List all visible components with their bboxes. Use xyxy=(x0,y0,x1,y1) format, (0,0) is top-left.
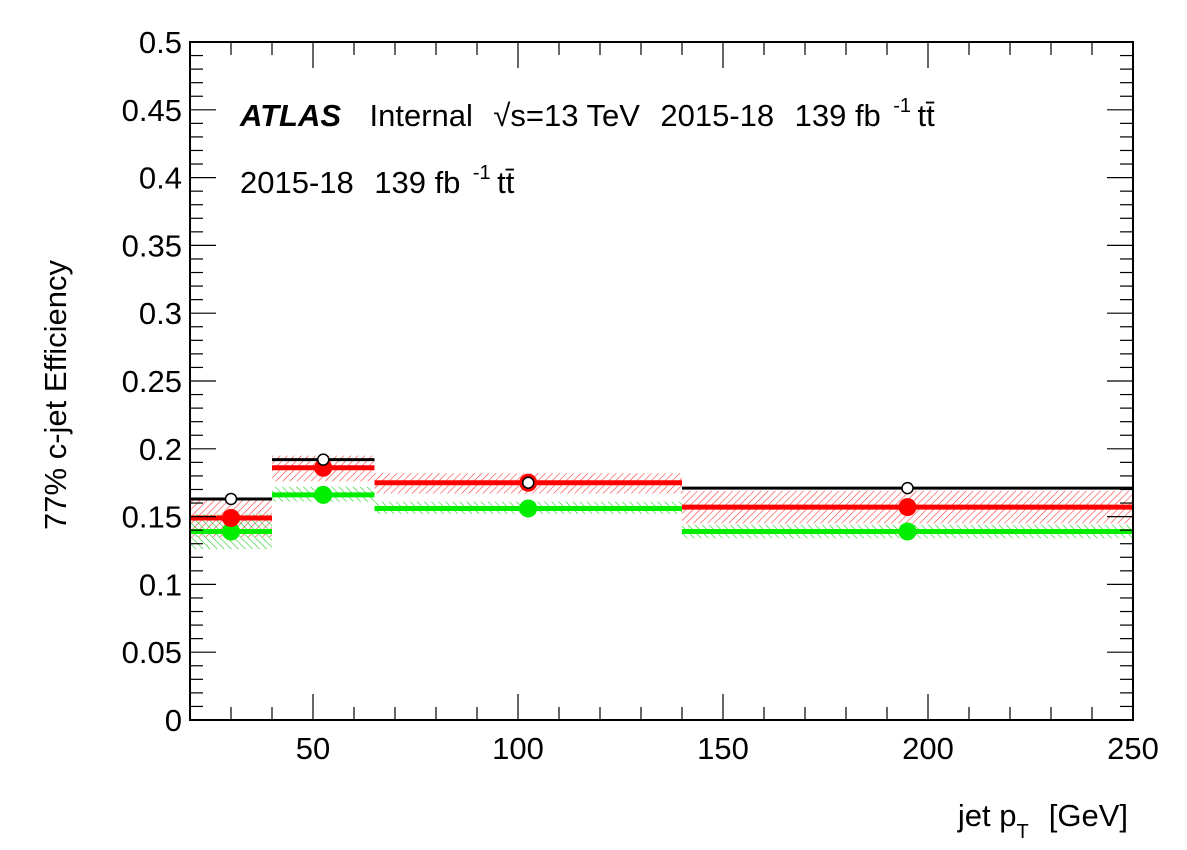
lumi-label-2: 139 fb xyxy=(374,165,460,200)
marker-s1-b3 xyxy=(898,498,917,517)
y-tick-label: 0.3 xyxy=(139,296,182,331)
y-tick-label: 0.5 xyxy=(139,25,182,60)
y-tick-label: 0.15 xyxy=(122,500,182,535)
atlas-status: Internal xyxy=(369,98,472,133)
x-tick-label: 200 xyxy=(902,731,954,766)
atlas-logo-text: ATLAS xyxy=(239,98,341,133)
y-tick-label: 0 xyxy=(165,703,182,738)
marker-open-b3 xyxy=(901,481,914,495)
x-tick-label: 100 xyxy=(492,731,544,766)
process-label: tt̄ xyxy=(918,98,936,133)
y-tick-label: 0.45 xyxy=(122,93,182,128)
marker-open-b1 xyxy=(317,453,330,466)
x-axis-title: jet pT [GeV] xyxy=(957,798,1128,843)
marker-s2-b1 xyxy=(314,485,333,504)
y-tick-label: 0.2 xyxy=(139,432,182,467)
y-tick-label: 0.1 xyxy=(139,567,182,602)
marker-s1-b0 xyxy=(222,508,240,527)
marker-s2-b0 xyxy=(222,522,240,541)
lumi-exponent: -1 xyxy=(893,95,911,117)
x-tick-label: 250 xyxy=(1107,731,1159,766)
marker-s2-b3 xyxy=(898,522,917,541)
y-axis-title: 77% c-jet Efficiency xyxy=(38,260,73,530)
y-tick-labels: 0 0.05 0.1 0.15 0.2 0.25 0.3 0.35 0.4 0.45 0.5 xyxy=(122,25,182,738)
y-tick-label: 0.35 xyxy=(122,228,182,263)
marker-open-b0 xyxy=(224,492,238,506)
x-tick-labels: 50 100 150 200 250 xyxy=(296,731,1159,766)
x-axis-title-unit: [GeV] xyxy=(1049,798,1128,833)
energy-sqrt-label: √s xyxy=(493,98,526,133)
process-label-2: tt̄ xyxy=(497,165,515,200)
energy-label: =13 TeV xyxy=(526,98,640,133)
period-label: 2015-18 xyxy=(660,98,774,133)
y-tick-label: 0.05 xyxy=(122,635,182,670)
lumi-exponent-2: -1 xyxy=(473,162,491,184)
marker-open-b2 xyxy=(522,476,535,489)
data-markers xyxy=(222,453,917,541)
y-tick-label: 0.25 xyxy=(122,364,182,399)
x-tick-label: 150 xyxy=(697,731,749,766)
y-tick-label: 0.4 xyxy=(139,161,182,196)
x-axis-title-sub: T xyxy=(1017,821,1029,843)
x-tick-label: 50 xyxy=(296,731,330,766)
axis-ticks xyxy=(189,41,1134,721)
x-axis-title-main: jet p xyxy=(957,798,1017,833)
atlas-label-line: ATLAS Internal √s=13 TeV 2015-18 139 fb … xyxy=(239,95,935,133)
marker-s2-b2 xyxy=(519,499,538,518)
dataset-label-line: 2015-18 139 fb -1 tt̄ xyxy=(240,162,515,200)
period-label-2: 2015-18 xyxy=(240,165,354,200)
plot-frame xyxy=(189,41,1134,721)
lumi-label: 139 fb xyxy=(795,98,881,133)
